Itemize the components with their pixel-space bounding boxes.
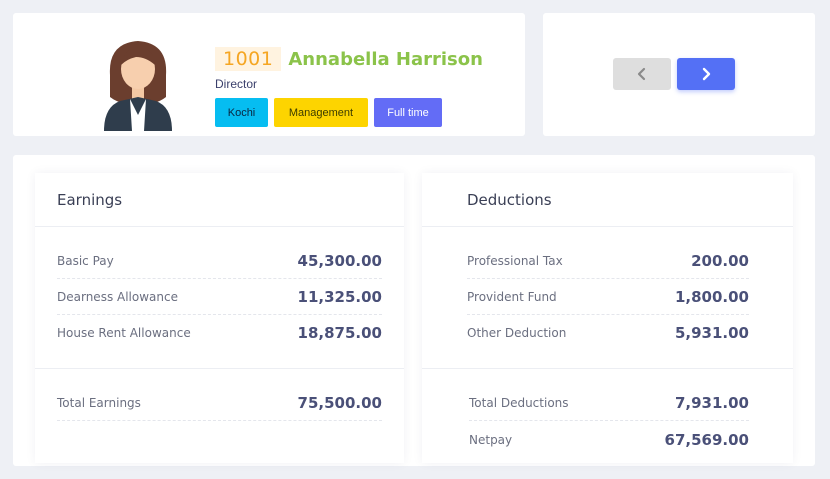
netpay-value: 67,569.00 [664, 431, 749, 449]
total-earnings-row: Total Earnings 75,500.00 [57, 385, 382, 421]
employee-id: 1001 [215, 47, 282, 71]
earnings-panel: Earnings Basic Pay 45,300.00 Dearness Al… [35, 173, 404, 463]
employment-type-tag: Full time [374, 98, 442, 127]
deductions-title: Deductions [467, 191, 552, 209]
earnings-row-label: House Rent Allowance [57, 326, 191, 340]
next-button[interactable] [677, 58, 735, 90]
deductions-row-label: Professional Tax [467, 253, 563, 268]
divider [35, 226, 404, 227]
earnings-row: Basic Pay 45,300.00 [57, 243, 382, 279]
total-deductions-label: Total Deductions [469, 395, 569, 410]
earnings-row-label: Basic Pay [57, 253, 114, 268]
employee-designation: Director [215, 77, 258, 91]
deductions-row-label: Provident Fund [467, 289, 557, 304]
employee-tags: Kochi Management Full time [215, 98, 442, 127]
total-deductions-value: 7,931.00 [674, 393, 749, 412]
earnings-row-value: 45,300.00 [297, 251, 382, 270]
total-earnings-label: Total Earnings [57, 395, 141, 410]
netpay-row: Netpay 67,569.00 [469, 422, 749, 458]
deductions-row: Professional Tax 200.00 [467, 243, 749, 279]
deductions-row-value: 200.00 [691, 251, 749, 270]
deductions-row-value: 1,800.00 [674, 287, 749, 306]
deductions-row-label: Other Deduction [467, 326, 567, 340]
previous-button[interactable] [613, 58, 671, 90]
profile-card: 1001 Annabella Harrison Director Kochi M… [13, 13, 525, 136]
deductions-row: Other Deduction 5,931.00 [467, 315, 749, 351]
divider [422, 226, 793, 227]
salary-card: Earnings Basic Pay 45,300.00 Dearness Al… [13, 155, 815, 466]
earnings-row: House Rent Allowance 18,875.00 [57, 315, 382, 351]
location-tag: Kochi [215, 98, 268, 127]
avatar [104, 41, 172, 131]
chevron-right-icon [702, 67, 711, 81]
divider [35, 368, 404, 369]
deductions-row-value: 5,931.00 [674, 324, 749, 342]
earnings-title: Earnings [57, 191, 123, 209]
earnings-row-value: 11,325.00 [297, 287, 382, 306]
earnings-row: Dearness Allowance 11,325.00 [57, 279, 382, 315]
divider [422, 368, 793, 369]
deductions-row: Provident Fund 1,800.00 [467, 279, 749, 315]
navigation-card [543, 13, 815, 136]
total-earnings-value: 75,500.00 [297, 393, 382, 412]
department-tag: Management [274, 98, 368, 127]
earnings-row-label: Dearness Allowance [57, 289, 178, 304]
chevron-left-icon [637, 67, 646, 81]
employee-name: Annabella Harrison [288, 48, 483, 70]
earnings-row-value: 18,875.00 [297, 324, 382, 342]
employee-header: 1001 Annabella Harrison [215, 47, 483, 71]
total-deductions-row: Total Deductions 7,931.00 [469, 385, 749, 421]
deductions-panel: Deductions Professional Tax 200.00 Provi… [422, 173, 793, 463]
netpay-label: Netpay [469, 433, 513, 447]
